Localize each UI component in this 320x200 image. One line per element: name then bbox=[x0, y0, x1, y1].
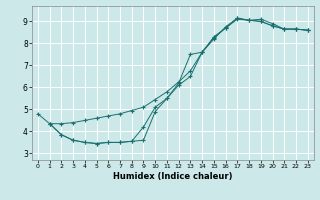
X-axis label: Humidex (Indice chaleur): Humidex (Indice chaleur) bbox=[113, 172, 233, 181]
